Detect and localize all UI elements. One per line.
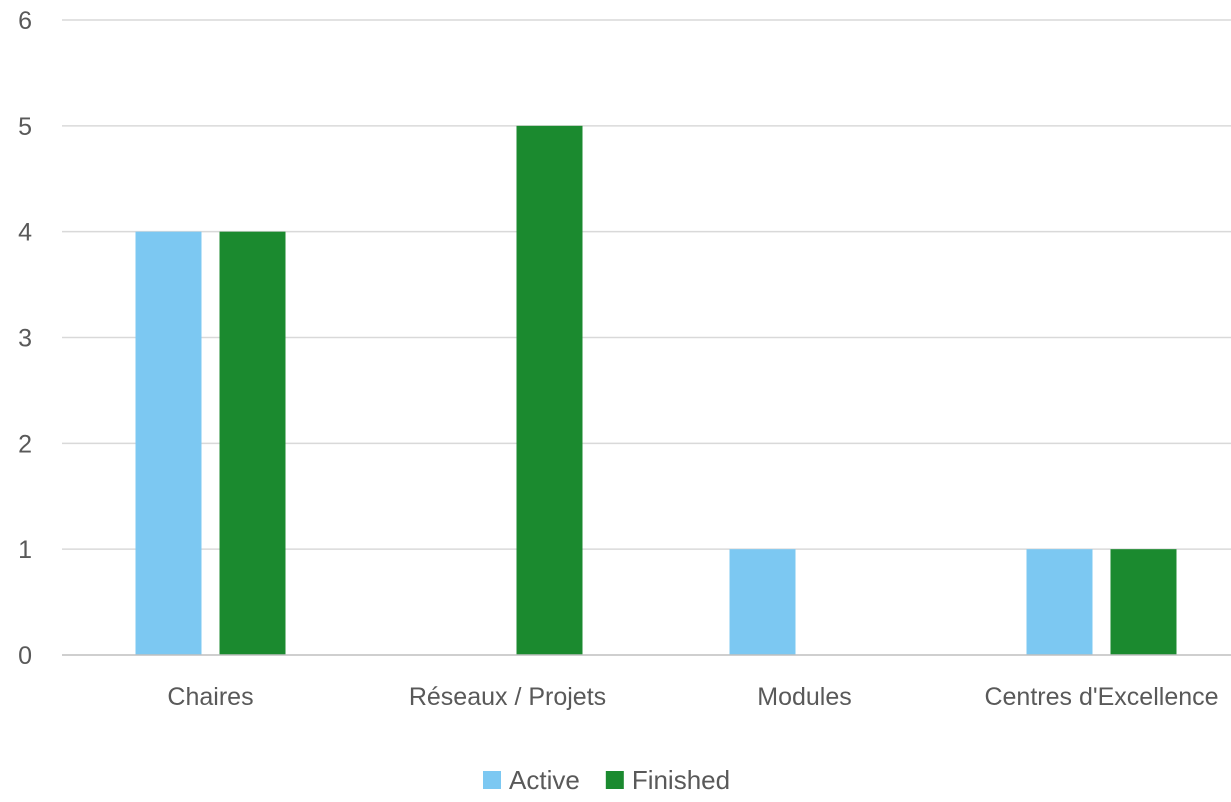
- bar-active: [729, 549, 796, 655]
- bar-finished: [516, 125, 583, 656]
- category-label: Réseaux / Projets: [409, 683, 606, 711]
- y-tick-label: 6: [18, 7, 32, 35]
- bar-finished: [219, 231, 286, 655]
- category-label: Chaires: [167, 683, 253, 711]
- category-label: Modules: [757, 683, 852, 711]
- legend-label: Active: [509, 765, 580, 795]
- y-tick-label: 0: [18, 642, 32, 670]
- legend: Active Finished: [483, 765, 730, 795]
- legend-swatch-finished: [605, 771, 624, 789]
- legend-swatch-active: [483, 771, 501, 789]
- y-tick-label: 2: [18, 430, 32, 458]
- legend-label: Finished: [632, 765, 730, 795]
- bar-finished: [1110, 549, 1177, 655]
- category-label: Centres d'Excellence: [984, 683, 1218, 711]
- bars: [135, 125, 1177, 656]
- y-tick-label: 4: [18, 219, 32, 247]
- bar-active: [1026, 549, 1093, 655]
- y-tick-label: 1: [18, 536, 32, 564]
- y-axis-ticks: 0 1 2 3 4 5 6: [18, 7, 32, 670]
- y-tick-label: 3: [18, 325, 32, 353]
- y-tick-label: 5: [18, 113, 32, 141]
- category-labels: Chaires Réseaux / Projets Modules Centres d…: [167, 683, 1218, 711]
- bar-active: [135, 231, 202, 655]
